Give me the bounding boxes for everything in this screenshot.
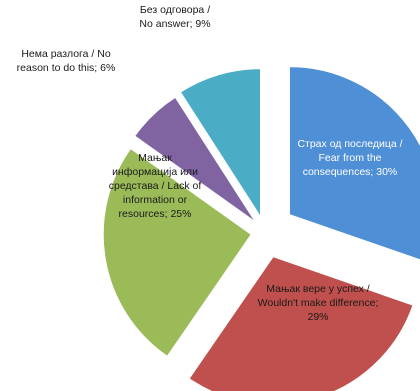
slice-label-line: Мањак <box>138 152 172 164</box>
slice-label-line: resources; 25% <box>119 208 192 220</box>
slice-label-line: information or <box>123 194 188 206</box>
slice-label-line: Нема разлога / No <box>21 48 111 60</box>
slice-label-line: Страх од последица / <box>297 138 402 150</box>
slice-label-4: Без одговора / No answer; 9% <box>139 4 210 30</box>
slice-label-line: информација или <box>112 166 198 178</box>
slice-label-line: consequences; 30% <box>303 166 398 178</box>
pie-slice-2 <box>102 147 252 358</box>
slice-label-line: Мањак вере у успех / <box>266 283 369 295</box>
pie-labels: Страх од последица / Fear from the consequ… <box>17 4 403 323</box>
slice-label-0: Страх од последица / Fear from the consequ… <box>297 138 402 178</box>
pie-slice-1 <box>188 256 414 391</box>
pie-slices <box>102 66 420 391</box>
pie-slice-4 <box>179 68 261 219</box>
slice-label-1: Мањак вере у успех / Wouldn't make differ… <box>258 283 379 323</box>
slice-label-line: No answer; 9% <box>139 18 210 30</box>
slice-label-2: Мањак информација или средстава / Lack of i… <box>109 152 202 220</box>
pie-slice-0 <box>288 66 420 261</box>
slice-label-line: 29% <box>307 311 328 323</box>
slice-label-line: Wouldn't make difference; <box>258 297 379 309</box>
slice-label-line: reason to do this; 6% <box>17 62 116 74</box>
slice-label-line: Fear from the <box>318 152 381 164</box>
slice-label-3: Нема разлога / No reason to do this; 6% <box>17 48 116 74</box>
slice-label-line: средстава / Lack of <box>109 180 202 192</box>
pie-slice-3 <box>134 96 256 223</box>
slice-label-line: Без одговора / <box>140 4 210 16</box>
